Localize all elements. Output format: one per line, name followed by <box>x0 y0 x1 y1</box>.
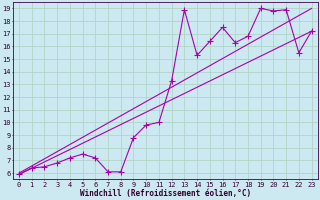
X-axis label: Windchill (Refroidissement éolien,°C): Windchill (Refroidissement éolien,°C) <box>80 189 251 198</box>
